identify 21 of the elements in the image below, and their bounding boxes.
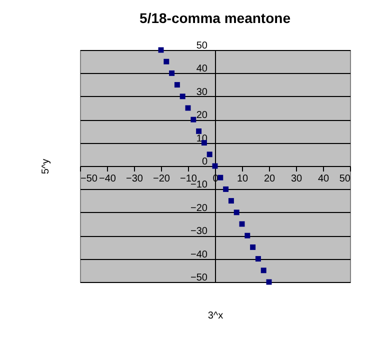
x-tick-label: 40: [318, 174, 330, 184]
x-tick-label: −50: [80, 174, 98, 184]
x-tick-label: −20: [153, 174, 170, 184]
y-tick-label: 40: [196, 64, 208, 75]
y-tick-label: −20: [190, 202, 208, 214]
y-tick-label: 50: [196, 40, 208, 52]
y-tick-label: −50: [190, 272, 208, 284]
chart-title: 5/18-comma meantone: [140, 10, 291, 26]
x-tick-label: 30: [290, 174, 302, 184]
x-tick-label: 50: [339, 174, 351, 184]
x-tick-label: −30: [126, 174, 144, 184]
y-tick-label: 20: [196, 110, 208, 122]
y-tick-label: 30: [196, 86, 208, 98]
y-tick-label: −30: [190, 226, 208, 238]
y-axis-title: 5^y: [40, 158, 52, 174]
x-tick-label: −40: [99, 174, 116, 184]
x-tick-label: 20: [264, 174, 276, 184]
y-tick-label: −40: [190, 249, 208, 260]
y-tick-label: 0: [202, 156, 208, 168]
x-axis-title: 3^x: [208, 310, 224, 322]
x-tick-label: 10: [236, 174, 248, 184]
